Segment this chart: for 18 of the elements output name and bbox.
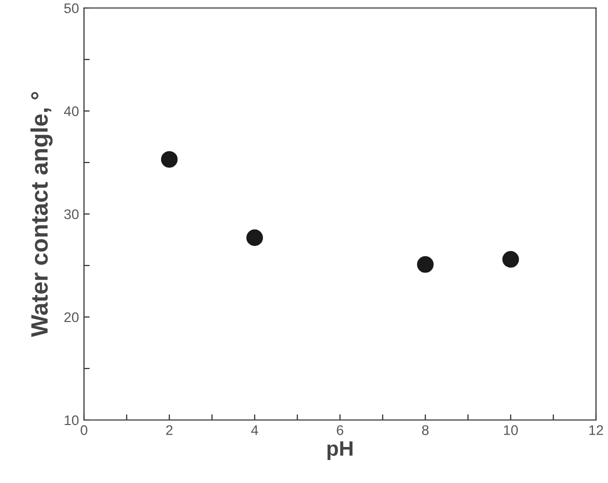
x-tick-label: 4 bbox=[251, 425, 258, 435]
y-tick-label: 50 bbox=[64, 3, 79, 14]
point bbox=[502, 251, 519, 268]
point bbox=[246, 229, 263, 246]
x-tick-label: 0 bbox=[80, 425, 88, 436]
x-tick-label: 10 bbox=[504, 425, 518, 436]
x-tick-label: 8 bbox=[422, 425, 429, 436]
y-tick-label: 10 bbox=[64, 415, 79, 426]
y-tick-label: 30 bbox=[64, 209, 79, 220]
x-tick-label: 2 bbox=[166, 425, 172, 435]
point bbox=[161, 151, 178, 168]
y-tick-label: 40 bbox=[64, 106, 79, 116]
x-tick-label: 12 bbox=[589, 425, 604, 435]
x-tick-label: 6 bbox=[336, 425, 344, 436]
x-axis-title: pH bbox=[327, 441, 352, 460]
y-tick-label: 20 bbox=[64, 312, 79, 322]
point bbox=[417, 256, 434, 273]
y-axis-title: Water contact angle, ° bbox=[30, 92, 53, 337]
